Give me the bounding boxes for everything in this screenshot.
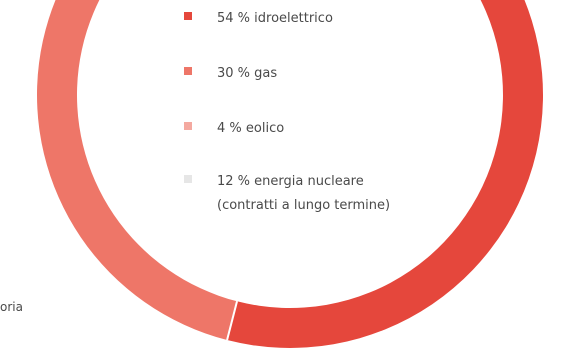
legend-swatch-eolico bbox=[184, 122, 192, 130]
legend-label-gas: 30 % gas bbox=[217, 66, 278, 81]
legend-item-energia-nucleare: 12 % energia nucleare (contratti a lungo… bbox=[184, 170, 390, 218]
legend-label-energia-nucleare: 12 % energia nucleare (contratti a lungo… bbox=[217, 170, 390, 218]
legend-item-idroelettrico: 54 % idroelettrico bbox=[184, 7, 333, 31]
legend-item-eolico: 4 % eolico bbox=[184, 117, 284, 141]
legend-item-gas: 30 % gas bbox=[184, 62, 277, 86]
legend-label-energia-nucleare-line2: (contratti a lungo termine) bbox=[217, 198, 391, 213]
donut-slice-divider bbox=[226, 301, 238, 341]
left-cut-text: oria bbox=[0, 300, 23, 314]
legend-label-idroelettrico: 54 % idroelettrico bbox=[217, 11, 333, 26]
legend-label-eolico: 4 % eolico bbox=[217, 121, 285, 136]
legend-label-energia-nucleare-line1: 12 % energia nucleare bbox=[217, 174, 364, 189]
legend-swatch-idroelettrico bbox=[184, 12, 192, 20]
legend-swatch-gas bbox=[184, 67, 192, 75]
legend-swatch-energia-nucleare bbox=[184, 175, 192, 183]
donut-ring-remainder bbox=[37, 0, 238, 341]
donut-slice-idroelettrico bbox=[227, 0, 544, 348]
